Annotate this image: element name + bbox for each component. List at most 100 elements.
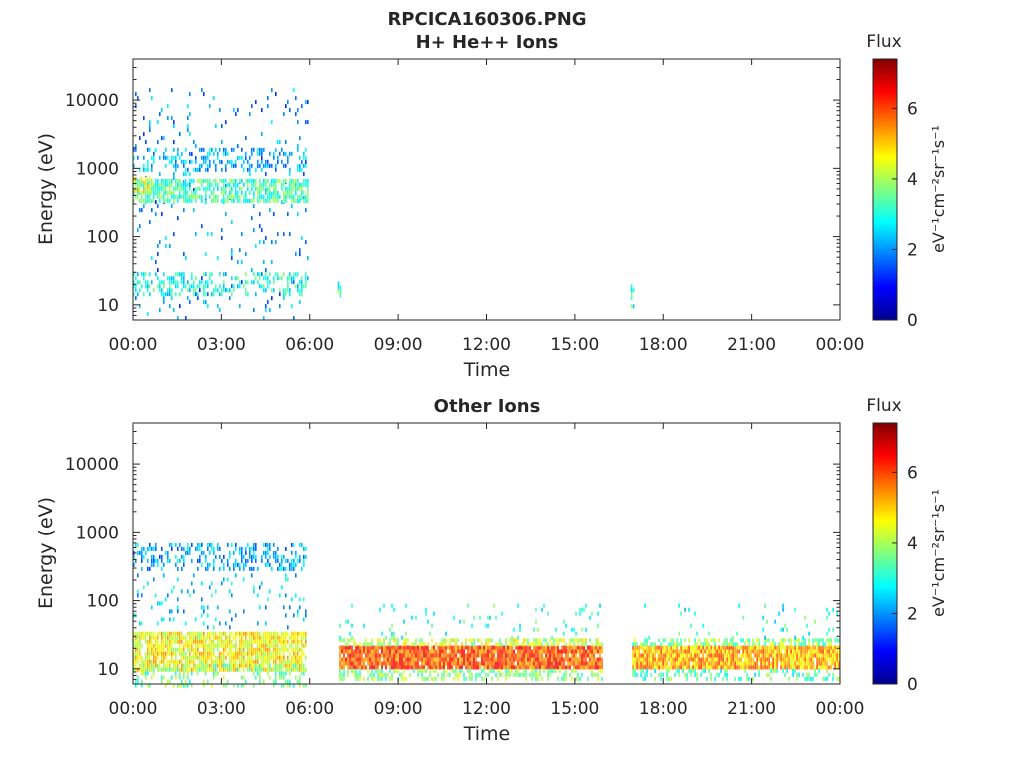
spectrogram-cell	[243, 284, 245, 289]
spectrogram-cell	[189, 546, 191, 551]
spectrogram-cell	[710, 672, 712, 677]
spectrogram-cell	[357, 676, 359, 681]
spectrogram-cell	[179, 647, 181, 652]
spectrogram-cell	[251, 667, 253, 672]
spectrogram-cell	[575, 645, 577, 650]
spectrogram-cell	[634, 649, 636, 654]
spectrogram-cell	[247, 159, 249, 164]
spectrogram-cell	[291, 631, 293, 636]
spectrogram-cell	[830, 638, 832, 643]
spectrogram-cell	[269, 182, 271, 187]
spectrogram-cell	[225, 288, 227, 293]
spectrogram-cell	[816, 661, 818, 666]
spectrogram-cell	[267, 647, 269, 652]
spectrogram-cell	[355, 676, 357, 681]
spectrogram-cell	[241, 147, 243, 152]
spectrogram-cell	[728, 645, 730, 650]
spectrogram-cell	[231, 617, 233, 622]
spectrogram-cell	[213, 194, 215, 199]
spectrogram-cell	[175, 292, 177, 297]
spectrogram-cell	[411, 615, 413, 620]
spectrogram-cell	[197, 292, 199, 297]
spectrogram-cell	[816, 665, 818, 670]
spectrogram-cell	[155, 178, 157, 183]
spectrogram-cell	[179, 304, 181, 309]
spectrogram-cell	[804, 615, 806, 620]
spectrogram-cell	[357, 672, 359, 677]
spectrogram-cell	[231, 542, 233, 547]
spectrogram-cell	[183, 554, 185, 559]
spectrogram-cell	[433, 665, 435, 670]
spectrogram-cell	[207, 679, 209, 684]
spectrogram-cell	[193, 167, 195, 172]
spectrogram-cell	[355, 665, 357, 670]
spectrogram-cell	[696, 631, 698, 636]
spectrogram-cell	[301, 186, 303, 191]
spectrogram-cell	[159, 284, 161, 289]
spectrogram-cell	[782, 665, 784, 670]
spectrogram-cell	[159, 198, 161, 203]
spectrogram-cell	[599, 653, 601, 658]
spectrogram-cell	[806, 665, 808, 670]
spectrogram-cell	[269, 667, 271, 672]
spectrogram-cell	[161, 651, 163, 656]
spectrogram-cell	[161, 182, 163, 187]
spectrogram-cell	[249, 655, 251, 660]
spectrogram-cell	[213, 675, 215, 680]
spectrogram-cell	[137, 675, 139, 680]
spectrogram-cell	[149, 272, 151, 277]
spectrogram-cell	[794, 645, 796, 650]
spectrogram-cell	[239, 635, 241, 640]
spectrogram-cell	[155, 651, 157, 656]
spectrogram-cell	[678, 653, 680, 658]
spectrogram-cell	[692, 653, 694, 658]
spectrogram-cell	[355, 661, 357, 666]
spectrogram-cell	[421, 665, 423, 670]
spectrogram-cell	[143, 116, 145, 121]
spectrogram-cell	[215, 671, 217, 676]
spectrogram-cell	[205, 643, 207, 648]
spectrogram-cell	[345, 657, 347, 662]
spectrogram-cell	[750, 665, 752, 670]
spectrogram-cell	[253, 651, 255, 656]
spectrogram-cell	[581, 645, 583, 650]
spectrogram-cell	[283, 566, 285, 571]
spectrogram-cell	[185, 178, 187, 183]
spectrogram-cell	[473, 642, 475, 647]
spectrogram-cell	[353, 642, 355, 647]
spectrogram-cell	[193, 573, 195, 578]
spectrogram-cell	[245, 178, 247, 183]
spectrogram-cell	[149, 198, 151, 203]
spectrogram-cell	[700, 661, 702, 666]
spectrogram-cell	[145, 280, 147, 285]
spectrogram-cell	[676, 661, 678, 666]
spectrogram-cell	[547, 665, 549, 670]
spectrogram-cell	[834, 665, 836, 670]
spectrogram-cell	[531, 657, 533, 662]
spectrogram-cell	[515, 668, 517, 673]
spectrogram-cell	[205, 671, 207, 676]
spectrogram-cell	[285, 635, 287, 640]
spectrogram-cell	[279, 140, 281, 145]
spectrogram-cell	[213, 635, 215, 640]
spectrogram-cell	[724, 668, 726, 673]
spectrogram-cell	[459, 668, 461, 673]
spectrogram-cell	[231, 655, 233, 660]
spectrogram-cell	[447, 653, 449, 658]
spectrogram-cell	[405, 642, 407, 647]
spectrogram-cell	[275, 635, 277, 640]
spectrogram-cell	[279, 562, 281, 567]
spectrogram-cell	[381, 642, 383, 647]
spectrogram-cell	[828, 649, 830, 654]
spectrogram-cell	[199, 288, 201, 293]
spectrogram-cell	[285, 558, 287, 563]
spectrogram-cell	[345, 645, 347, 650]
spectrogram-cell	[425, 661, 427, 666]
spectrogram-cell	[820, 657, 822, 662]
spectrogram-cell	[153, 562, 155, 567]
spectrogram-cell	[812, 638, 814, 643]
spectrogram-cell	[307, 190, 309, 195]
spectrogram-cell	[523, 672, 525, 677]
spectrogram-cell	[535, 607, 537, 612]
spectrogram-cell	[680, 642, 682, 647]
